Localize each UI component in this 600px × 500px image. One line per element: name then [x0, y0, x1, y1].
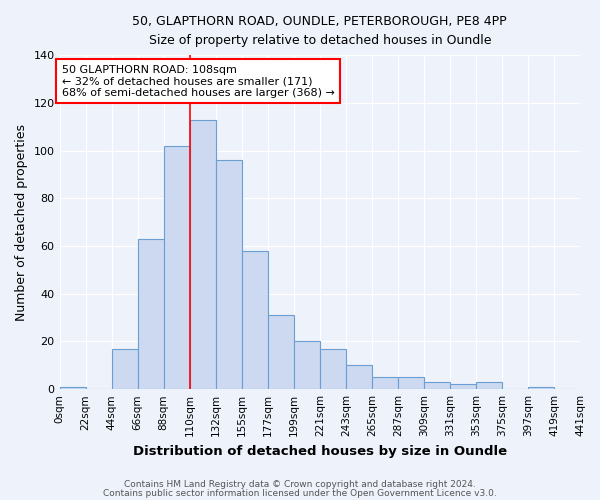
- Bar: [476, 382, 502, 389]
- Y-axis label: Number of detached properties: Number of detached properties: [15, 124, 28, 320]
- Title: 50, GLAPTHORN ROAD, OUNDLE, PETERBOROUGH, PE8 4PP
Size of property relative to d: 50, GLAPTHORN ROAD, OUNDLE, PETERBOROUGH…: [133, 15, 507, 47]
- Bar: [190, 120, 215, 389]
- Bar: [215, 160, 242, 389]
- Text: Contains public sector information licensed under the Open Government Licence v3: Contains public sector information licen…: [103, 488, 497, 498]
- Bar: [59, 387, 86, 389]
- Bar: [164, 146, 190, 389]
- Bar: [112, 348, 137, 389]
- Bar: [450, 384, 476, 389]
- Bar: [398, 377, 424, 389]
- Bar: [424, 382, 450, 389]
- Bar: [294, 342, 320, 389]
- X-axis label: Distribution of detached houses by size in Oundle: Distribution of detached houses by size …: [133, 444, 507, 458]
- Text: 50 GLAPTHORN ROAD: 108sqm
← 32% of detached houses are smaller (171)
68% of semi: 50 GLAPTHORN ROAD: 108sqm ← 32% of detac…: [62, 64, 335, 98]
- Bar: [268, 315, 294, 389]
- Bar: [528, 387, 554, 389]
- Bar: [137, 239, 164, 389]
- Bar: [346, 366, 372, 389]
- Text: Contains HM Land Registry data © Crown copyright and database right 2024.: Contains HM Land Registry data © Crown c…: [124, 480, 476, 489]
- Bar: [242, 251, 268, 389]
- Bar: [320, 348, 346, 389]
- Bar: [372, 377, 398, 389]
